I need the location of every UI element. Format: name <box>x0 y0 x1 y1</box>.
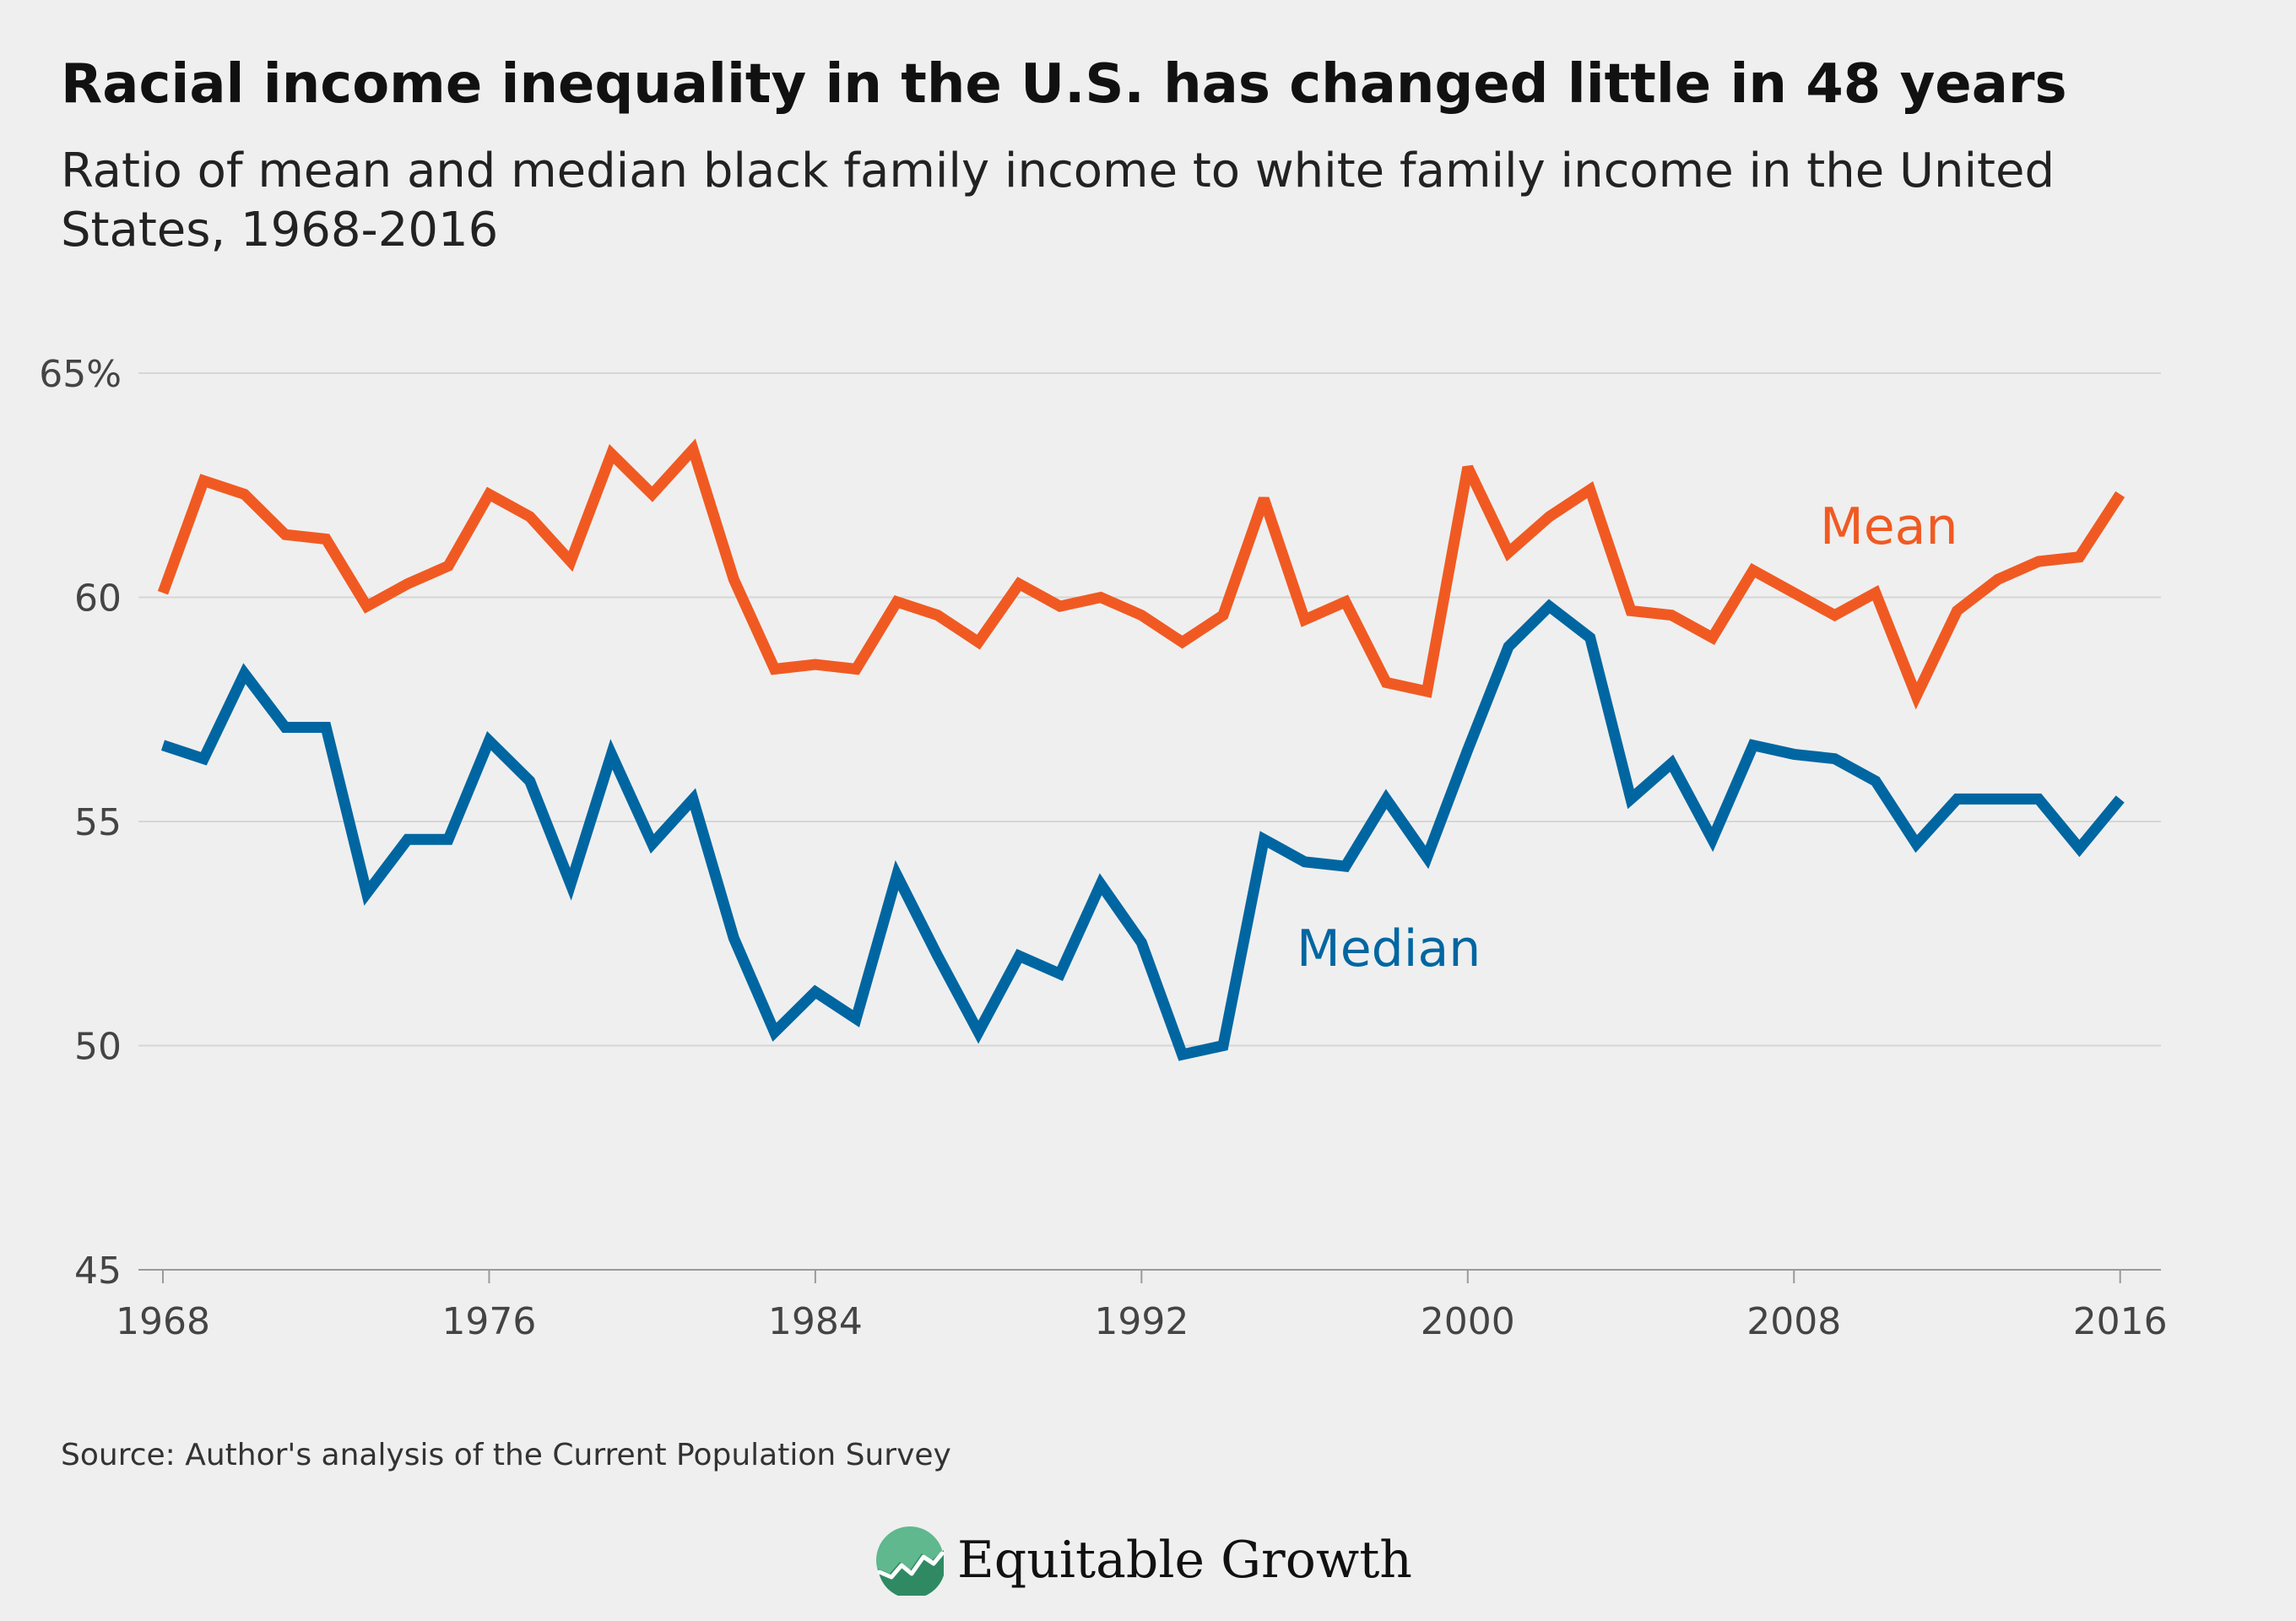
x-tick-label: 2008 <box>1746 1300 1841 1343</box>
y-tick-label: 60 <box>74 577 122 621</box>
series-line-mean <box>157 438 2125 710</box>
x-tick-label: 1968 <box>116 1300 210 1343</box>
y-tick-label: 65% <box>39 353 122 396</box>
x-tick-label: 1984 <box>768 1300 863 1343</box>
series-lines <box>157 438 2125 1061</box>
y-tick-label: 45 <box>74 1250 122 1293</box>
y-axis-labels: 45 50 55 60 65% <box>39 353 122 1293</box>
chart-title: Racial income inequality in the U.S. has… <box>61 53 2067 116</box>
grid-lines <box>138 372 2161 1271</box>
y-tick-label: 55 <box>74 801 122 844</box>
publisher-logo: Equitable Growth <box>875 1525 1412 1596</box>
series-label-mean: Mean <box>1820 497 1958 556</box>
x-tick-label: 1976 <box>441 1300 536 1343</box>
series-labels: Mean Median <box>1297 497 1958 979</box>
chart-subtitle: Ratio of mean and median black family in… <box>61 144 2055 258</box>
y-tick-label: 50 <box>74 1026 122 1069</box>
equitable-growth-logo-icon <box>876 1526 945 1596</box>
series-label-median: Median <box>1297 919 1481 979</box>
x-tick-label: 1992 <box>1094 1300 1189 1343</box>
x-axis: 1968 1976 1984 1992 2000 2008 2016 <box>116 1270 2168 1343</box>
series-line-median <box>160 599 2125 1061</box>
logo-text: Equitable Growth <box>957 1531 1412 1590</box>
x-tick-label: 2000 <box>1421 1300 1515 1343</box>
source-note: Source: Author's analysis of the Current… <box>61 1438 951 1472</box>
x-tick-label: 2016 <box>2073 1300 2168 1343</box>
